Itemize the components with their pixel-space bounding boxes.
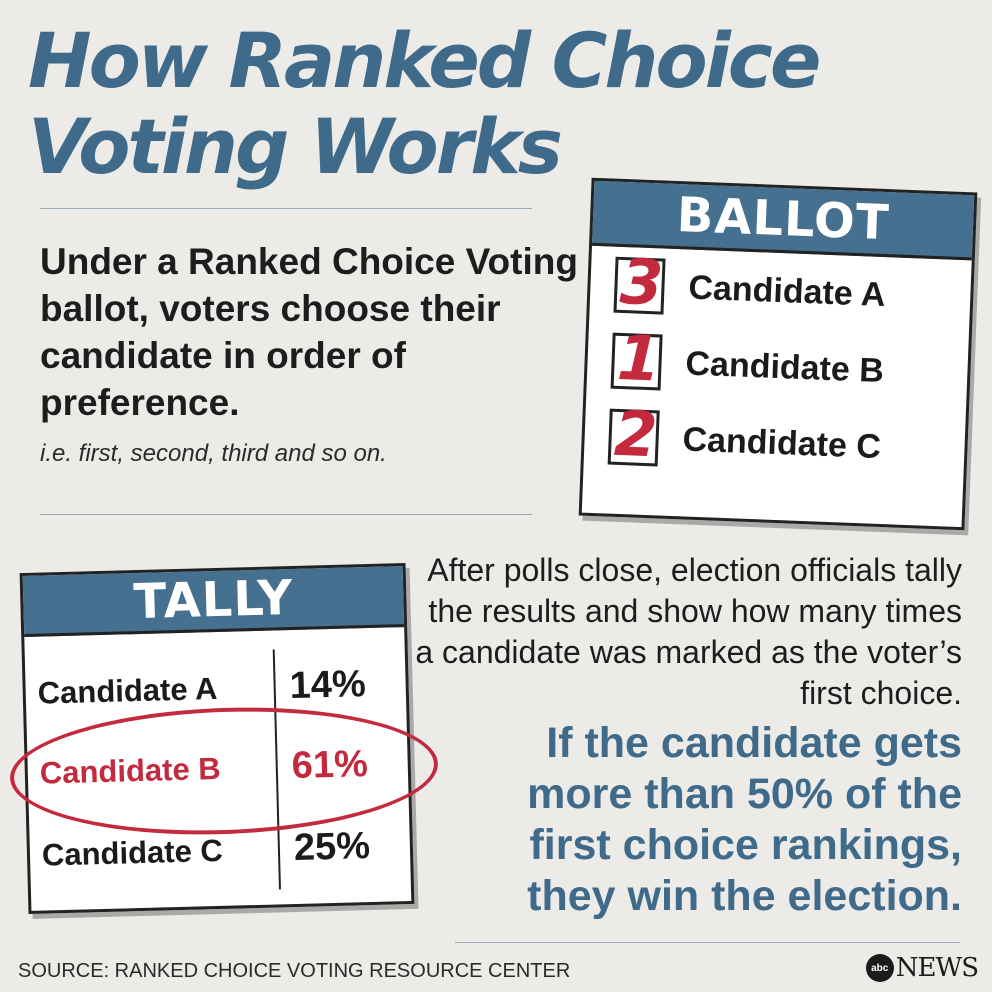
- divider-top: [40, 208, 532, 209]
- win-condition-highlight: If the candidate gets more than 50% of t…: [527, 719, 962, 920]
- tally-explanation: After polls close, election officials ta…: [415, 552, 962, 711]
- tally-candidate-name: Candidate A: [37, 670, 218, 711]
- ballot-candidate-name: Candidate B: [684, 343, 885, 390]
- rank-mark: 1: [615, 320, 662, 396]
- page-title: How Ranked Choice Voting Works: [28, 16, 821, 191]
- tally-candidate-name: Candidate C: [41, 832, 224, 873]
- news-logo-word: NEWS: [895, 953, 979, 983]
- rank-mark: 3: [618, 244, 665, 320]
- ballot-candidate-name: Candidate C: [681, 419, 882, 466]
- abc-news-logo: abc NEWS: [865, 953, 979, 983]
- ballot-row: 1 Candidate B: [610, 321, 969, 413]
- tally-header: TALLY: [22, 566, 405, 638]
- rank-mark: 2: [612, 396, 659, 472]
- rank-box: 1: [610, 321, 663, 395]
- divider-middle: [40, 514, 532, 515]
- ballot-row: 3 Candidate A: [613, 245, 972, 337]
- ballot-header-label: BALLOT: [675, 187, 891, 252]
- divider-bottom: [455, 942, 960, 943]
- ballot-candidate-name: Candidate A: [687, 268, 887, 314]
- tally-header-label: TALLY: [132, 569, 294, 631]
- source-credit: SOURCE: RANKED CHOICE VOTING RESOURCE CE…: [18, 960, 571, 982]
- title-line-2: Voting Works: [28, 102, 563, 191]
- title-line-1: How Ranked Choice: [28, 16, 821, 105]
- tally-percent: 25%: [293, 825, 371, 870]
- rank-box: 2: [607, 397, 660, 471]
- abc-logo-mark: abc: [865, 954, 894, 982]
- rank-box: 3: [613, 245, 666, 320]
- tally-percent: 14%: [289, 663, 367, 708]
- ballot-card: BALLOT 3 Candidate A 1 Candidate B 2 Can…: [578, 177, 978, 531]
- ballot-row: 2 Candidate C: [607, 397, 966, 489]
- intro-text: Under a Ranked Choice Voting ballot, vot…: [40, 241, 578, 423]
- intro-example: i.e. first, second, third and so on.: [40, 440, 387, 467]
